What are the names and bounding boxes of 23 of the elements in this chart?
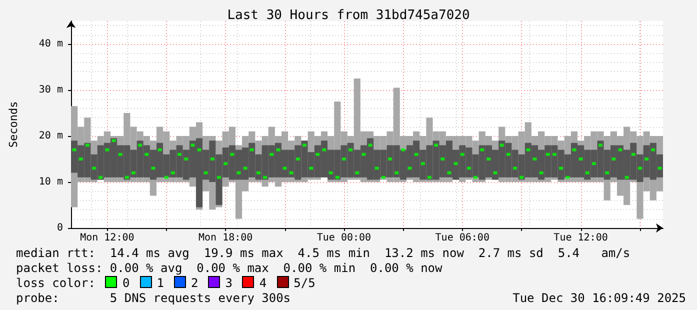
text: packet loss: 0.00 % avg 0.00 % max 0.00 % min 0.00 % now [16, 261, 442, 275]
text: 2 [190, 276, 198, 290]
x-tick-label: Tue 12:00 [554, 232, 608, 244]
y-tick-label: 0 [56, 222, 63, 234]
text: median rtt: 14.4 ms avg 19.9 ms max 4.5 ms min 13.2 ms now 2.7 ms sd 5.4 am/s [16, 246, 630, 260]
text: 1 [156, 276, 164, 290]
text: loss color: [16, 276, 96, 290]
text: 4 [259, 276, 267, 290]
chart-title: Last 30 Hours from 31bd745a7020 [227, 8, 470, 23]
x-tick-label: Mon 18:00 [198, 232, 253, 244]
text: 0 [122, 276, 130, 290]
y-tick-label: 30 m [38, 84, 63, 96]
text: 5/5 [294, 276, 316, 290]
x-tick-label: Tue 06:00 [435, 232, 490, 244]
y-tick-label: 10 m [38, 176, 63, 188]
x-tick-label: Tue 00:00 [316, 232, 372, 244]
y-axis-title: Seconds [7, 101, 20, 148]
y-tick-label: 40 m [38, 38, 63, 50]
y-tick-label: 20 m [38, 130, 63, 142]
text: Tue Dec 30 16:09:49 2025 [512, 291, 686, 306]
text: probe: 5 DNS requests every 300s [16, 291, 291, 305]
x-tick-label: Mon 12:00 [80, 232, 134, 244]
text: 3 [225, 276, 232, 290]
